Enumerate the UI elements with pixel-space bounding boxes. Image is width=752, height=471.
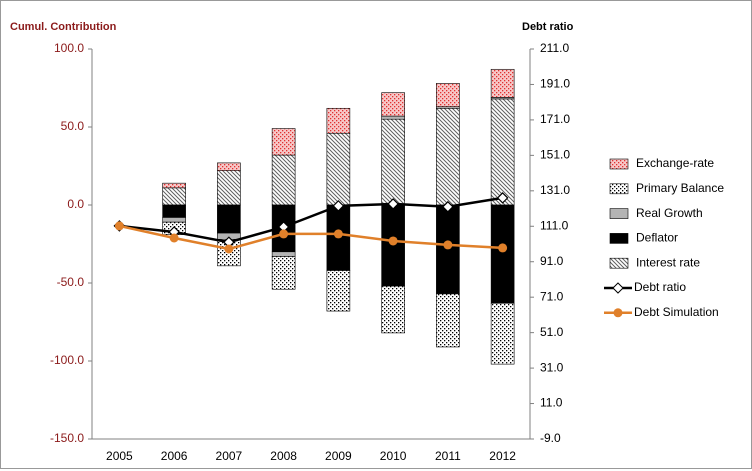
bar-segment: [490, 204, 515, 304]
bar-segment: [217, 162, 241, 171]
legend-swatch: [609, 208, 629, 219]
legend-label: Exchange-rate: [636, 156, 714, 170]
legend-label: Debt Simulation: [634, 305, 719, 319]
x-tick-label: 2009: [325, 449, 352, 463]
legend-marker: [613, 308, 623, 318]
bar-segment: [326, 107, 351, 134]
y2-tick-label: 111.0: [540, 218, 569, 232]
bar-segment: [326, 270, 351, 312]
marker: [443, 240, 453, 250]
bar-segment: [381, 115, 405, 120]
y2-tick-label: 31.0: [540, 360, 564, 374]
x-tick-label: 2011: [435, 449, 461, 463]
bar-segment: [490, 68, 515, 98]
bar-segment: [436, 107, 460, 206]
line-series: [119, 196, 503, 244]
bar-segment: [326, 132, 351, 206]
y2-tick-label: 191.0: [540, 77, 570, 91]
x-tick-label: 2008: [270, 449, 297, 463]
bar-segment: [381, 285, 405, 334]
y-tick-label: -50.0: [57, 275, 85, 289]
y2-tick-label: -9.0: [540, 431, 561, 445]
bar-segment: [162, 217, 186, 223]
bar-segment: [381, 204, 405, 287]
bar-segment: [381, 92, 405, 117]
y-tick-label: 0.0: [67, 197, 84, 211]
y-tick-label: -150.0: [50, 431, 84, 445]
legend-marker: [612, 282, 624, 294]
legend-swatch: [609, 257, 629, 269]
bar-segment: [436, 83, 460, 108]
bar-segment: [271, 154, 296, 206]
marker: [387, 198, 399, 210]
y-tick-label: 100.0: [54, 41, 84, 55]
x-tick-label: 2006: [161, 449, 188, 463]
y-axis-title: Cumul. Contribution: [10, 21, 117, 33]
bar-segment: [217, 204, 241, 234]
bar-segment: [490, 98, 515, 206]
x-tick-label: 2010: [380, 449, 407, 463]
y2-tick-label: 151.0: [540, 148, 570, 162]
marker: [169, 233, 179, 243]
bar-segment: [162, 182, 186, 189]
y2-tick-label: 131.0: [540, 183, 570, 197]
bar-segment: [162, 187, 186, 206]
legend-swatch: [609, 158, 629, 170]
bar-segment: [217, 170, 241, 206]
y2-axis-title: Debt ratio: [522, 21, 574, 33]
y-tick-label: -100.0: [50, 353, 84, 367]
bar-segment: [490, 302, 515, 365]
legend-label: Interest rate: [636, 255, 700, 269]
line-series: [119, 224, 503, 251]
legend-swatch: [609, 183, 629, 195]
marker: [496, 192, 509, 204]
legend-label: Real Growth: [636, 206, 703, 220]
bar-segment: [271, 256, 296, 290]
y2-tick-label: 71.0: [540, 289, 564, 303]
bar-segment: [436, 204, 460, 295]
legend-label: Deflator: [636, 231, 678, 245]
y2-tick-label: 51.0: [540, 325, 564, 339]
bar-segment: [381, 118, 405, 206]
bar-segment: [271, 128, 296, 156]
x-tick-label: 2012: [489, 449, 516, 463]
bar-segment: [271, 251, 296, 257]
marker: [279, 229, 289, 239]
y2-tick-label: 11.0: [540, 396, 563, 410]
y-tick-label: 50.0: [61, 119, 85, 133]
marker: [332, 200, 345, 212]
marker: [442, 200, 454, 213]
legend-swatch: [609, 233, 629, 244]
bar-segment: [162, 204, 186, 218]
marker: [498, 243, 508, 253]
marker: [388, 236, 398, 246]
x-tick-label: 2005: [106, 449, 133, 463]
y2-tick-label: 211.0: [540, 41, 569, 55]
marker: [224, 244, 234, 254]
marker: [114, 221, 124, 231]
legend-label: Debt ratio: [634, 280, 686, 294]
bar-segment: [436, 293, 460, 348]
legend-label: Primary Balance: [636, 181, 724, 195]
marker: [333, 229, 343, 239]
y2-tick-label: 91.0: [540, 254, 564, 268]
y2-tick-label: 171.0: [540, 112, 570, 126]
x-tick-label: 2007: [216, 449, 243, 463]
